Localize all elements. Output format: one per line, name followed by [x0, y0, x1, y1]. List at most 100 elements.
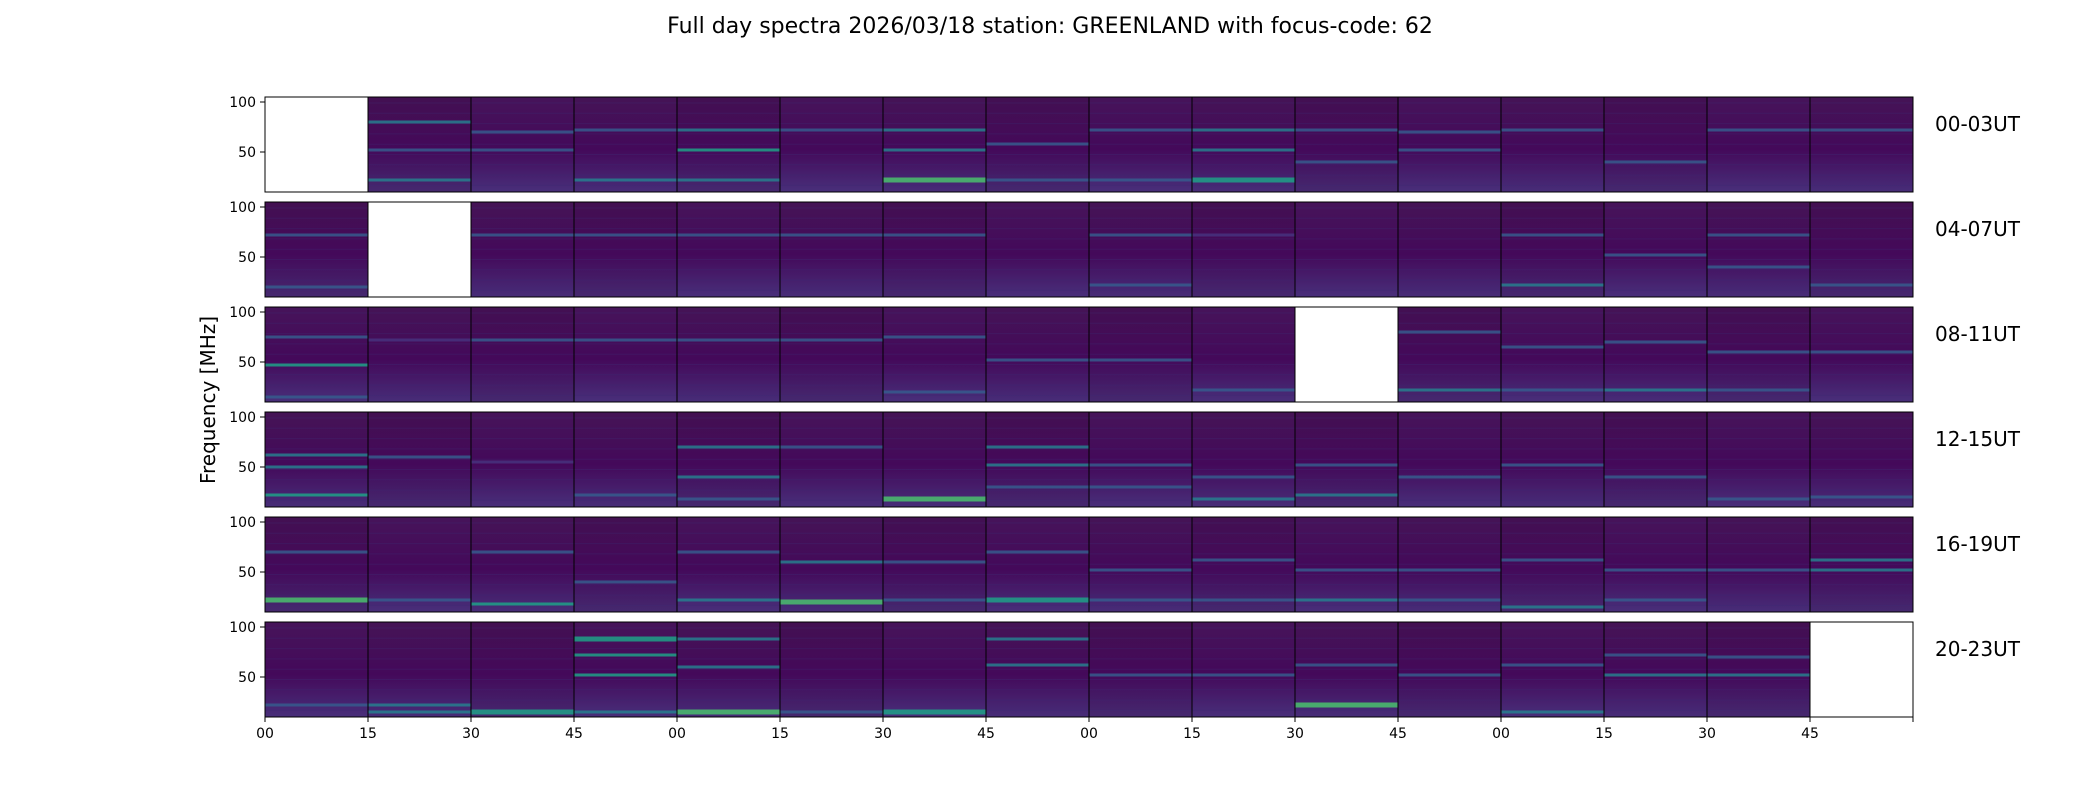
spectrum-band [1604, 253, 1707, 257]
x-tick-label: 45 [977, 726, 995, 742]
spectrum-panel [1604, 412, 1707, 507]
spectrum-band [1707, 568, 1810, 572]
spectrum-panel [471, 97, 574, 192]
spectrum-panel [368, 517, 471, 612]
spectrum-band [1810, 568, 1913, 572]
spectrum-band [677, 550, 780, 554]
spectrum-band [1501, 663, 1604, 667]
spectrum-band [677, 665, 780, 669]
spectrum-panel [1295, 307, 1398, 402]
spectrum-band [1604, 388, 1707, 392]
spectrum-panel [780, 622, 883, 717]
spectrum-band [883, 709, 986, 715]
spectrum-panel [883, 307, 986, 402]
x-tick-label: 15 [771, 726, 789, 742]
spectrum-panel [471, 202, 574, 297]
spectrum-band [574, 178, 677, 182]
spectrum-band [1398, 148, 1501, 152]
spectrum-band [986, 663, 1089, 667]
spectrum-band [986, 142, 1089, 146]
x-tick-label: 15 [1183, 726, 1201, 742]
x-tick-label: 45 [1801, 726, 1819, 742]
spectrum-band [677, 497, 780, 501]
spectrum-panel [986, 412, 1089, 507]
spectrum-panel [1192, 622, 1295, 717]
spectrum-band [677, 637, 780, 641]
spectrum-panel [471, 622, 574, 717]
spectrum-panel [1707, 517, 1810, 612]
spectrum-band [265, 395, 368, 399]
spectrum-panel [1089, 202, 1192, 297]
spectrum-panel [1501, 622, 1604, 717]
row-time-label: 08-11UT [1935, 322, 2021, 346]
y-tick-label: 100 [229, 200, 256, 216]
spectrum-band [1398, 388, 1501, 392]
row-time-label: 16-19UT [1935, 532, 2021, 556]
spectrum-band [780, 233, 883, 237]
spectrum-band [574, 673, 677, 677]
spectrum-panel [1707, 97, 1810, 192]
spectrum-band [368, 120, 471, 124]
spectrum-band [1707, 128, 1810, 132]
spectrum-band [471, 602, 574, 606]
spectrum-band [1707, 673, 1810, 677]
spectrum-band [265, 465, 368, 469]
spectrum-panel [1707, 622, 1810, 717]
spectrum-band [883, 177, 986, 183]
spectrum-band [265, 493, 368, 497]
spectrum-band [883, 148, 986, 152]
spectrum-band [1810, 495, 1913, 499]
spectrum-band [1398, 598, 1501, 602]
spectrum-band [1192, 148, 1295, 152]
x-tick-label: 30 [1286, 726, 1304, 742]
spectrum-band [1192, 558, 1295, 562]
row-time-label: 20-23UT [1935, 637, 2021, 661]
x-tick-label: 00 [1492, 726, 1510, 742]
panel-frame [1809, 411, 1914, 508]
spectrum-band [1398, 330, 1501, 334]
spectrum-panel [677, 97, 780, 192]
spectrum-panel [1604, 307, 1707, 402]
spectrum-band [677, 233, 780, 237]
spectrum-band [677, 148, 780, 152]
x-axis-ticks: 00 15 30 45 00 15 30 45 00 15 30 45 00 15 30 45 [256, 717, 1914, 742]
spectrum-panel [677, 517, 780, 612]
spectrum-panel [1501, 97, 1604, 192]
spectrum-panel [1604, 202, 1707, 297]
spectrum-band [1295, 160, 1398, 164]
spectrum-band [1295, 463, 1398, 467]
spectrum-panel [265, 202, 368, 297]
spectrum-band [1707, 497, 1810, 501]
spectrum-band [1501, 558, 1604, 562]
spectrum-panel [1604, 622, 1707, 717]
spectrum-panel [1398, 517, 1501, 612]
spectrum-band [780, 599, 883, 605]
spectrum-band [1604, 160, 1707, 164]
panel-frame [1809, 621, 1914, 718]
spectrum-band [1501, 345, 1604, 349]
y-tick-label: 50 [238, 670, 256, 686]
spectrum-panel [1295, 622, 1398, 717]
spectrum-band [1089, 673, 1192, 677]
spectrum-band [1295, 663, 1398, 667]
spectrum-panel [1604, 97, 1707, 192]
spectrum-panel [780, 202, 883, 297]
spectrum-panel [471, 412, 574, 507]
spectrum-band [1089, 598, 1192, 602]
spectrum-band [368, 338, 471, 342]
y-tick-label: 50 [238, 565, 256, 581]
x-tick-label: 45 [1389, 726, 1407, 742]
spectrum-panel [1192, 307, 1295, 402]
spectrum-panel [1810, 412, 1913, 507]
spectrum-panel [1810, 517, 1913, 612]
spectrum-band [1501, 283, 1604, 287]
spectrum-band [574, 128, 677, 132]
x-tick-label: 15 [1595, 726, 1613, 742]
spectrum-band [1707, 655, 1810, 659]
spectrum-band [780, 128, 883, 132]
spectrum-panel [986, 517, 1089, 612]
spectrum-band [1089, 233, 1192, 237]
spectrum-band [574, 233, 677, 237]
spectrum-band [1501, 233, 1604, 237]
